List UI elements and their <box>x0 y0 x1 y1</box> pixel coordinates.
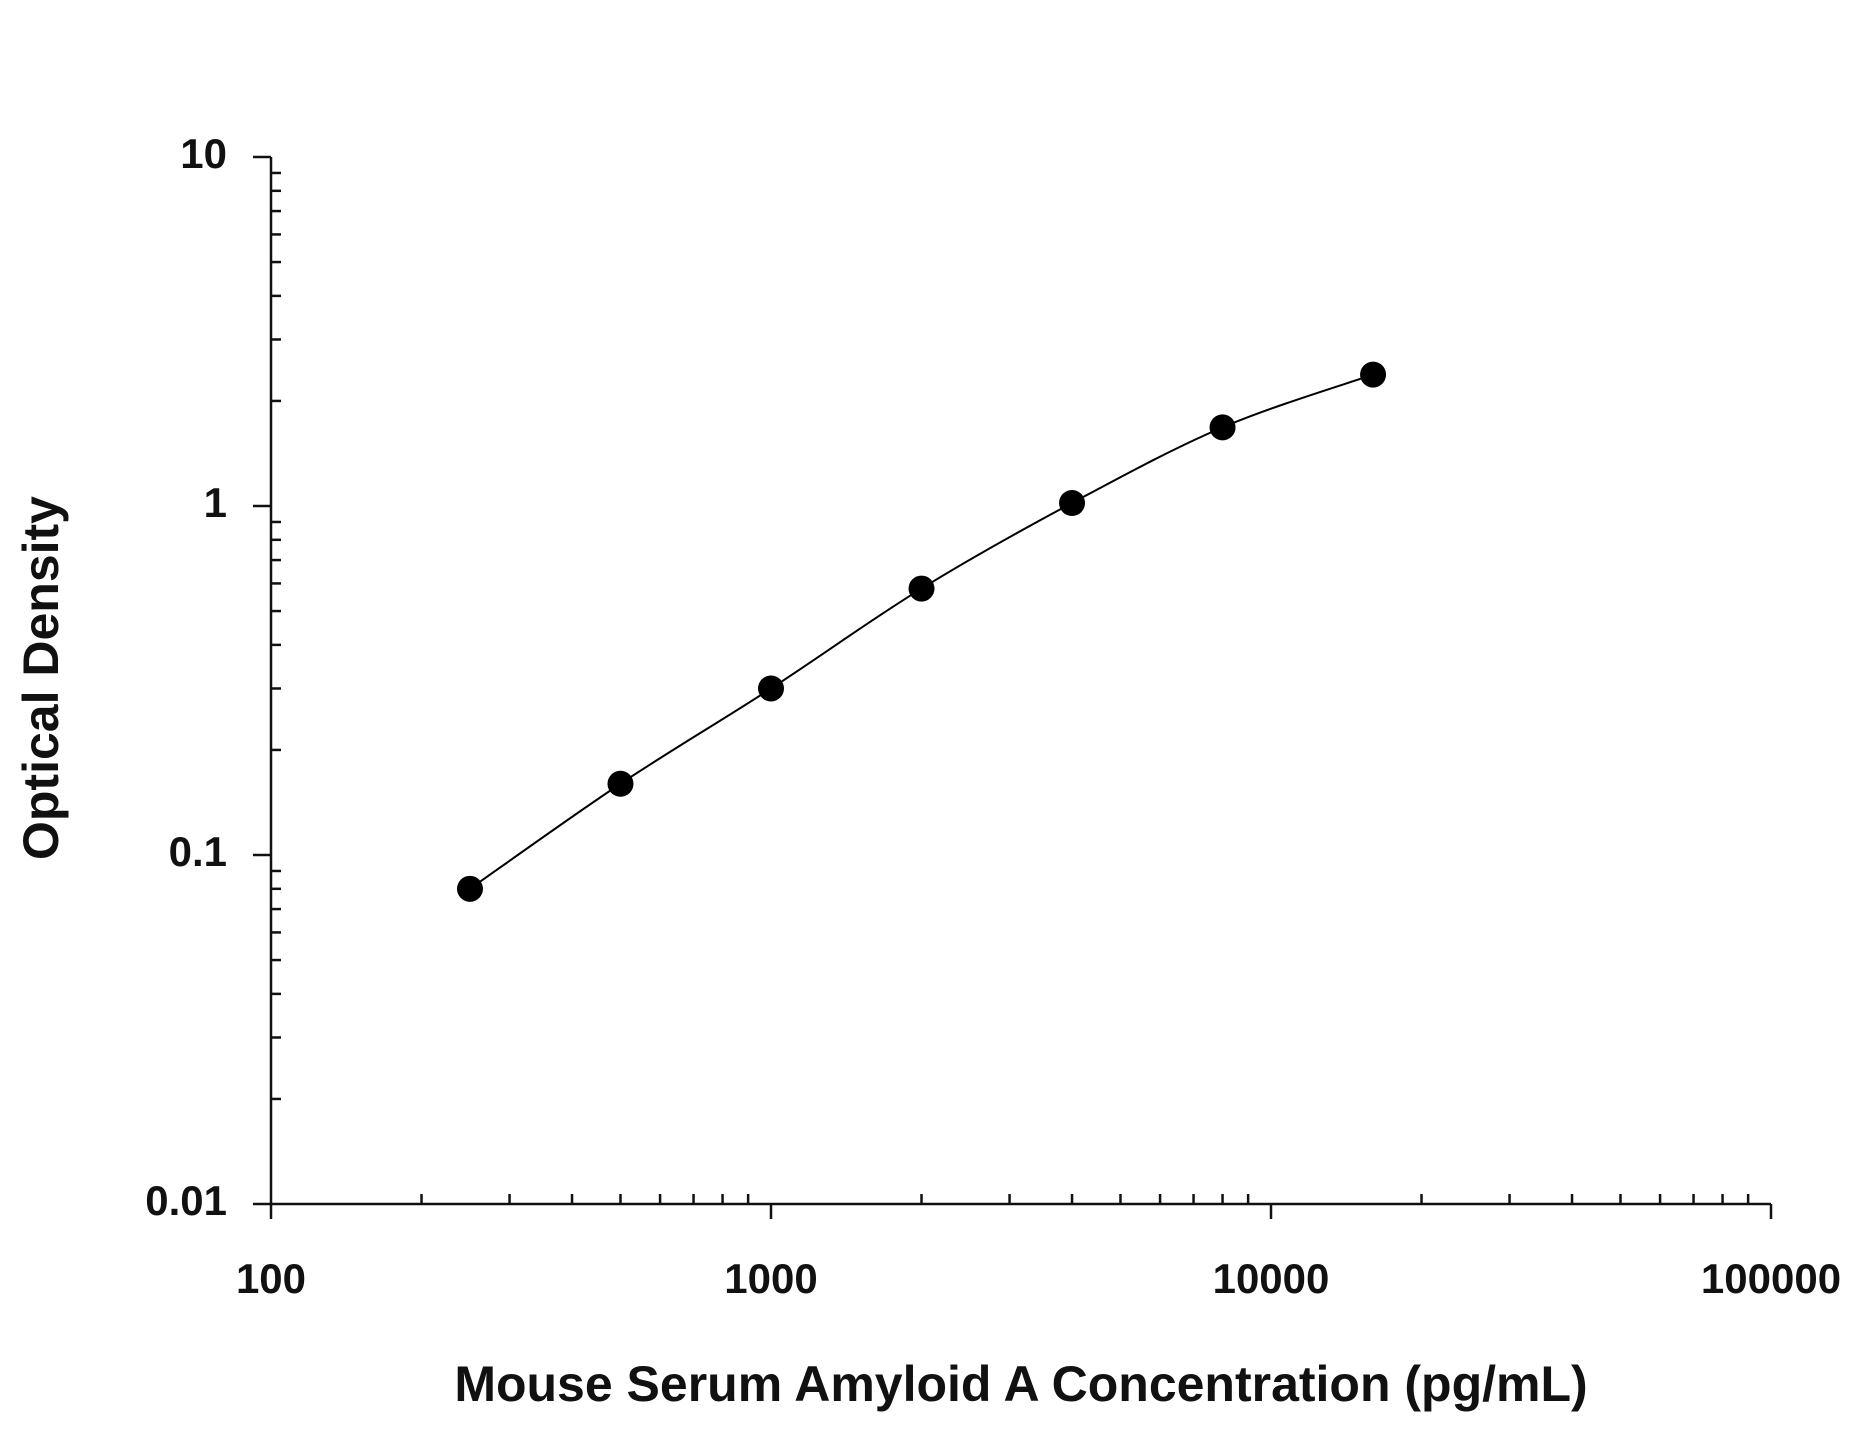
x-tick-label: 100000 <box>1701 1255 1841 1302</box>
data-point <box>908 575 935 602</box>
y-tick-label: 1 <box>204 479 227 526</box>
x-tick-label: 10000 <box>1213 1255 1330 1302</box>
data-point <box>1209 414 1236 441</box>
data-point <box>1059 489 1086 516</box>
y-axis-title: Optical Density <box>13 496 69 860</box>
y-tick-label: 10 <box>180 130 227 177</box>
x-tick-label: 100 <box>236 1255 306 1302</box>
y-tick-label: 0.1 <box>169 828 227 875</box>
data-point <box>758 675 784 702</box>
fit-curve <box>469 373 1374 890</box>
x-tick-label: 1000 <box>724 1255 817 1302</box>
y-tick-label: 0.01 <box>145 1177 227 1224</box>
data-point <box>1360 361 1387 388</box>
data-point <box>607 770 634 797</box>
x-axis-title: Mouse Serum Amyloid A Concentration (pg/… <box>454 1356 1587 1412</box>
data-point <box>456 875 483 902</box>
